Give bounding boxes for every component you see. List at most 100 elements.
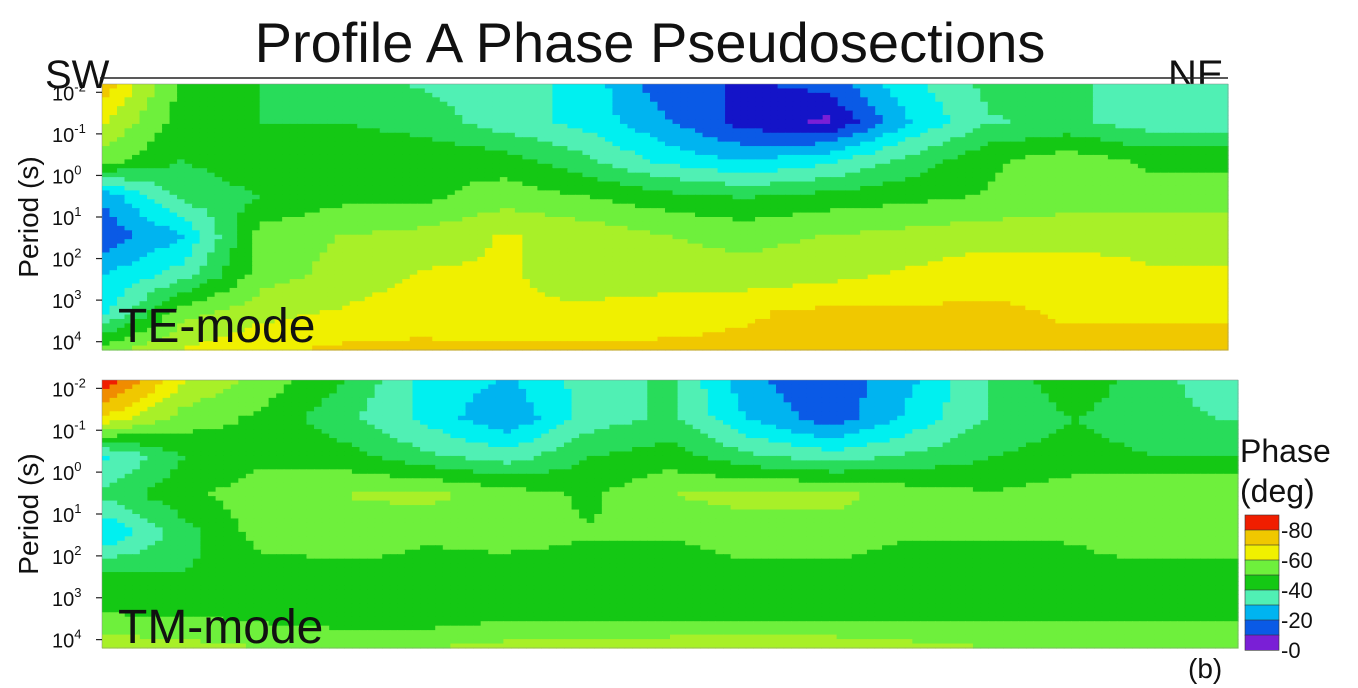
heatmap-cell [364,221,373,227]
heatmap-cell [830,159,839,165]
heatmap-cell [732,168,741,174]
heatmap-cell [687,132,696,138]
heatmap-cell [987,221,996,227]
heatmap-cell [214,208,223,214]
heatmap-cell [1062,128,1071,134]
heatmap-cell [574,154,584,160]
heatmap-cell [222,88,231,94]
heatmap-cell [477,92,486,98]
heatmap-cell [815,163,824,169]
heatmap-cell [785,106,794,112]
heatmap-cell [995,225,1004,231]
heatmap-cell [770,221,779,227]
heatmap-cell [559,84,569,90]
heatmap-cell [800,119,809,125]
heatmap-cell [409,190,418,196]
heatmap-cell [267,181,276,187]
heatmap-cell [117,88,126,94]
heatmap-cell [837,203,846,209]
heatmap-cell [1205,141,1214,147]
heatmap-cell [920,199,929,205]
heatmap-cell [282,132,291,138]
heatmap-cell [1167,128,1177,134]
heatmap-cell [972,203,981,209]
heatmap-cell [1160,221,1169,227]
heatmap-cell [717,128,726,134]
heatmap-cell [289,119,298,125]
heatmap-cell [1167,97,1177,103]
heatmap-cell [1040,110,1049,116]
heatmap-cell [604,141,614,147]
heatmap-cell [432,168,441,174]
heatmap-cell [529,154,538,160]
heatmap-cell [1055,92,1064,98]
heatmap-cell [845,212,854,218]
heatmap-cell [139,190,148,196]
heatmap-cell [740,141,749,147]
heatmap-cell [342,97,351,103]
heatmap-cell [274,146,283,152]
heatmap-cell [965,199,974,205]
heatmap-cell [477,132,486,138]
heatmap-cell [1055,128,1064,134]
heatmap-cell [1175,225,1184,231]
heatmap-cell [882,221,891,227]
heatmap-cell [484,97,493,103]
heatmap-cell [980,154,989,160]
heatmap-cell [867,128,876,134]
heatmap-cell [867,190,876,196]
heatmap-cell [417,208,426,214]
heatmap-cell [905,172,914,178]
heatmap-cell [394,92,403,98]
heatmap-cell [905,150,914,156]
heatmap-cell [882,92,891,98]
heatmap-cell [267,110,276,116]
heatmap-cell [657,84,666,90]
heatmap-cell [785,168,794,174]
heatmap-cell [867,84,876,90]
heatmap-cell [304,203,313,209]
heatmap-cell [995,141,1004,147]
heatmap-cell [987,101,996,107]
heatmap-cell [544,106,553,112]
heatmap-cell [770,92,779,98]
heatmap-cell [1137,97,1147,103]
heatmap-cell [965,101,974,107]
heatmap-cell [965,146,974,152]
heatmap-cell [1205,163,1214,169]
heatmap-cell [1122,172,1132,178]
heatmap-cell [289,163,298,169]
heatmap-cell [154,177,163,183]
heatmap-cell [1085,181,1094,187]
heatmap-cell [755,190,764,196]
heatmap-cell [987,106,996,112]
heatmap-cell [117,123,126,129]
heatmap-cell [710,221,719,227]
heatmap-cell [972,190,981,196]
heatmap-cell [695,208,704,214]
heatmap-cell [589,172,599,178]
heatmap-cell [357,230,366,236]
heatmap-cell [1197,177,1207,183]
heatmap-cell [897,163,906,169]
heatmap-cell [1032,128,1041,134]
heatmap-cell [124,190,133,196]
heatmap-cell [965,128,974,134]
heatmap-cell [845,110,854,116]
heatmap-cell [394,199,403,205]
heatmap-cell [192,181,201,187]
heatmap-cell [237,115,246,121]
heatmap-cell [1025,208,1034,214]
heatmap-cell [897,208,906,214]
heatmap-cell [552,181,561,187]
heatmap-cell [447,137,456,143]
heatmap-cell [162,208,171,214]
heatmap-cell [394,225,403,231]
heatmap-cell [935,221,944,227]
heatmap-cell [732,208,741,214]
heatmap-cell [582,163,591,169]
heatmap-cell [619,199,629,205]
heatmap-cell [755,132,764,138]
heatmap-cell [1130,97,1139,103]
